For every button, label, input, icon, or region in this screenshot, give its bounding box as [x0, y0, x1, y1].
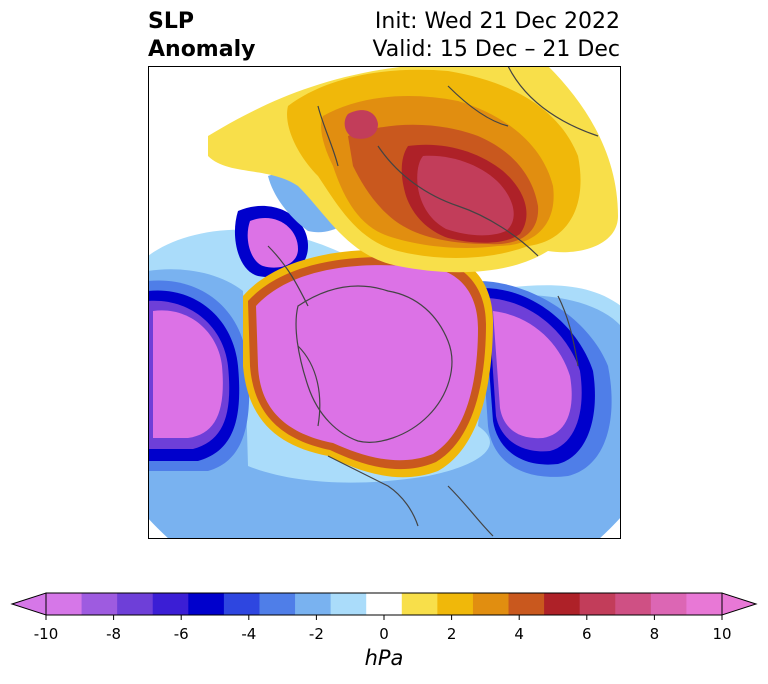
colorbar-segment	[81, 593, 118, 615]
east-low-center	[493, 311, 572, 439]
colorbar-tick-label: 0	[379, 625, 389, 643]
init-date: Init: Wed 21 Dec 2022	[374, 9, 620, 34]
colorbar-tick-label: 10	[712, 625, 732, 643]
colorbar-units: hPa	[364, 646, 404, 670]
colorbar-tick-label: -4	[241, 625, 257, 643]
colorbar-segment	[544, 593, 581, 615]
colorbar-tick-label: -8	[106, 625, 122, 643]
colorbar-segment	[686, 593, 723, 615]
colorbar-min-arrow	[10, 592, 47, 616]
colorbar-tick-label: -10	[33, 625, 59, 643]
map-frame	[148, 66, 621, 539]
coastlines	[267, 66, 599, 537]
scandinavian-high-core	[344, 110, 378, 139]
west-low-center	[153, 310, 223, 438]
eurasian-high-center	[417, 155, 514, 236]
colorbar-tick-label: -2	[308, 625, 324, 643]
colorbar-segment	[615, 593, 652, 615]
atlantic-low-center	[247, 218, 298, 268]
arctic-low-center	[256, 265, 478, 461]
colorbar-segment	[259, 593, 296, 615]
colorbar-segment	[650, 593, 687, 615]
valid-range: Valid: 15 Dec – 21 Dec	[372, 37, 620, 62]
colorbar-segment	[330, 593, 367, 615]
colorbar-tick-label: 6	[582, 625, 592, 643]
colorbar-tick-label: -6	[173, 625, 189, 643]
colorbar-segment	[366, 593, 403, 615]
colorbar-segment	[46, 593, 83, 615]
colorbar-segment	[508, 593, 545, 615]
title-left: SLP Anomaly	[148, 8, 255, 64]
colorbar	[10, 592, 758, 620]
colorbar-tick-label: 2	[446, 625, 457, 643]
colorbar-tick-label: 4	[514, 625, 524, 643]
title-right: Init: Wed 21 Dec 2022 Valid: 15 Dec – 21…	[372, 8, 620, 64]
colorbar-segment	[152, 593, 189, 615]
colorbar-max-arrow	[721, 592, 758, 616]
colorbar-segment	[295, 593, 332, 615]
slp-anomaly-map	[148, 66, 621, 539]
colorbar-segment	[437, 593, 474, 615]
title-anomaly: Anomaly	[148, 37, 256, 62]
colorbar-segment	[117, 593, 154, 615]
colorbar-tick-label: 8	[649, 625, 660, 643]
colorbar-segment	[472, 593, 510, 615]
colorbar-segment	[401, 593, 438, 615]
colorbar-segment	[579, 593, 616, 615]
title-variable: SLP	[148, 9, 194, 34]
colorbar-segment	[188, 593, 225, 615]
colorbar-segment	[223, 593, 260, 615]
